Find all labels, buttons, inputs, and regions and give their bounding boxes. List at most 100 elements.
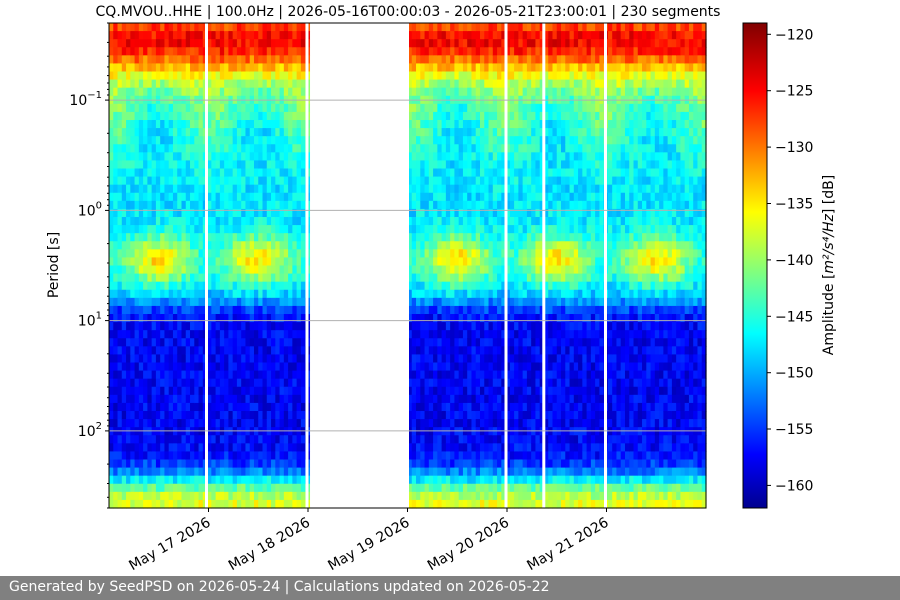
- heatmap-cell: [283, 200, 289, 210]
- heatmap-cell: [437, 47, 443, 56]
- heatmap-cell: [471, 491, 477, 501]
- heatmap-cell: [437, 289, 443, 299]
- heatmap-cell: [497, 103, 502, 113]
- heatmap-cell: [249, 402, 255, 412]
- heatmap-cell: [121, 499, 127, 509]
- heatmap-cell: [552, 330, 558, 339]
- heatmap-cell: [164, 443, 170, 453]
- heatmap-cell: [177, 87, 183, 97]
- heatmap-cell: [266, 152, 272, 162]
- heatmap-cell: [181, 71, 187, 81]
- heatmap-cell: [168, 79, 174, 89]
- heatmap-cell: [113, 79, 119, 89]
- heatmap-cell: [172, 338, 178, 347]
- heatmap-cell: [177, 31, 183, 40]
- heatmap-cell: [228, 483, 234, 493]
- heatmap-cell: [194, 483, 200, 493]
- heatmap-cell: [445, 63, 451, 73]
- heatmap-cell: [296, 87, 302, 97]
- heatmap-cell: [556, 314, 562, 323]
- heatmap-cell: [168, 152, 174, 162]
- heatmap-cell: [194, 297, 200, 307]
- heatmap-cell: [416, 427, 421, 436]
- heatmap-cell: [275, 79, 281, 89]
- heatmap-cell: [454, 63, 460, 73]
- heatmap-cell: [497, 273, 502, 283]
- heatmap-cell: [411, 475, 417, 485]
- heatmap-cell: [177, 208, 183, 218]
- heatmap-cell: [471, 427, 477, 436]
- heatmap-cell: [117, 427, 123, 436]
- heatmap-cell: [458, 176, 464, 186]
- heatmap-cell: [505, 23, 511, 32]
- heatmap-cell: [245, 233, 251, 242]
- heatmap-cell: [198, 120, 204, 129]
- heatmap-cell: [543, 39, 549, 48]
- heatmap-cell: [543, 168, 549, 178]
- heatmap-cell: [228, 322, 234, 331]
- heatmap-cell: [556, 370, 562, 380]
- heatmap-cell: [416, 152, 421, 162]
- heatmap-cell: [228, 265, 234, 275]
- heatmap-cell: [543, 128, 549, 137]
- heatmap-cell: [258, 103, 264, 113]
- heatmap-cell: [458, 136, 464, 145]
- heatmap-cell: [522, 411, 528, 420]
- heatmap-cell: [552, 55, 558, 65]
- heatmap-cell: [143, 23, 148, 32]
- heatmap-cell: [526, 208, 532, 218]
- heatmap-cell: [232, 225, 238, 234]
- heatmap-cell: [134, 443, 140, 453]
- heatmap-cell: [433, 87, 438, 97]
- heatmap-cell: [283, 419, 289, 428]
- heatmap-cell: [539, 459, 545, 469]
- heatmap-cell: [437, 451, 443, 461]
- heatmap-cell: [535, 386, 541, 396]
- heatmap-cell: [198, 362, 204, 372]
- heatmap-cell: [219, 419, 225, 428]
- heatmap-cell: [548, 338, 554, 347]
- heatmap-cell: [241, 362, 247, 372]
- heatmap-cell: [428, 370, 434, 380]
- heatmap-cell: [160, 419, 166, 428]
- heatmap-cell: [121, 378, 127, 388]
- heatmap-cell: [300, 419, 306, 428]
- heatmap-cell: [147, 499, 153, 509]
- heatmap-cell: [266, 71, 272, 81]
- heatmap-cell: [164, 483, 170, 493]
- heatmap-cell: [215, 297, 221, 307]
- heatmap-cell: [454, 87, 460, 97]
- heatmap-cell: [232, 55, 238, 65]
- heatmap-cell: [283, 55, 289, 65]
- heatmap-cell: [462, 184, 468, 194]
- heatmap-cell: [164, 281, 170, 291]
- heatmap-cell: [155, 443, 161, 453]
- heatmap-cell: [407, 281, 413, 291]
- heatmap-cell: [241, 160, 247, 170]
- heatmap-cell: [228, 402, 234, 412]
- heatmap-cell: [428, 55, 434, 65]
- heatmap-cell: [471, 386, 477, 396]
- heatmap-cell: [501, 136, 507, 145]
- heatmap-cell: [501, 225, 507, 234]
- heatmap-cell: [416, 281, 421, 291]
- heatmap-cell: [164, 257, 170, 267]
- heatmap-cell: [531, 103, 537, 113]
- heatmap-cell: [198, 459, 204, 469]
- heatmap-cell: [539, 87, 545, 97]
- heatmap-cell: [454, 459, 460, 469]
- heatmap-cell: [151, 249, 157, 259]
- heatmap-cell: [143, 200, 148, 210]
- heatmap-cell: [109, 459, 114, 469]
- heatmap-cell: [288, 362, 293, 372]
- heatmap-cell: [130, 249, 136, 259]
- heatmap-cell: [121, 233, 127, 242]
- heatmap-cell: [126, 354, 131, 364]
- heatmap-cell: [526, 370, 532, 380]
- heatmap-cell: [190, 47, 195, 56]
- heatmap-cell: [526, 225, 532, 234]
- heatmap-cell: [479, 128, 485, 137]
- heatmap-cell: [236, 322, 242, 331]
- heatmap-cell: [253, 451, 259, 461]
- heatmap-cell: [138, 297, 144, 307]
